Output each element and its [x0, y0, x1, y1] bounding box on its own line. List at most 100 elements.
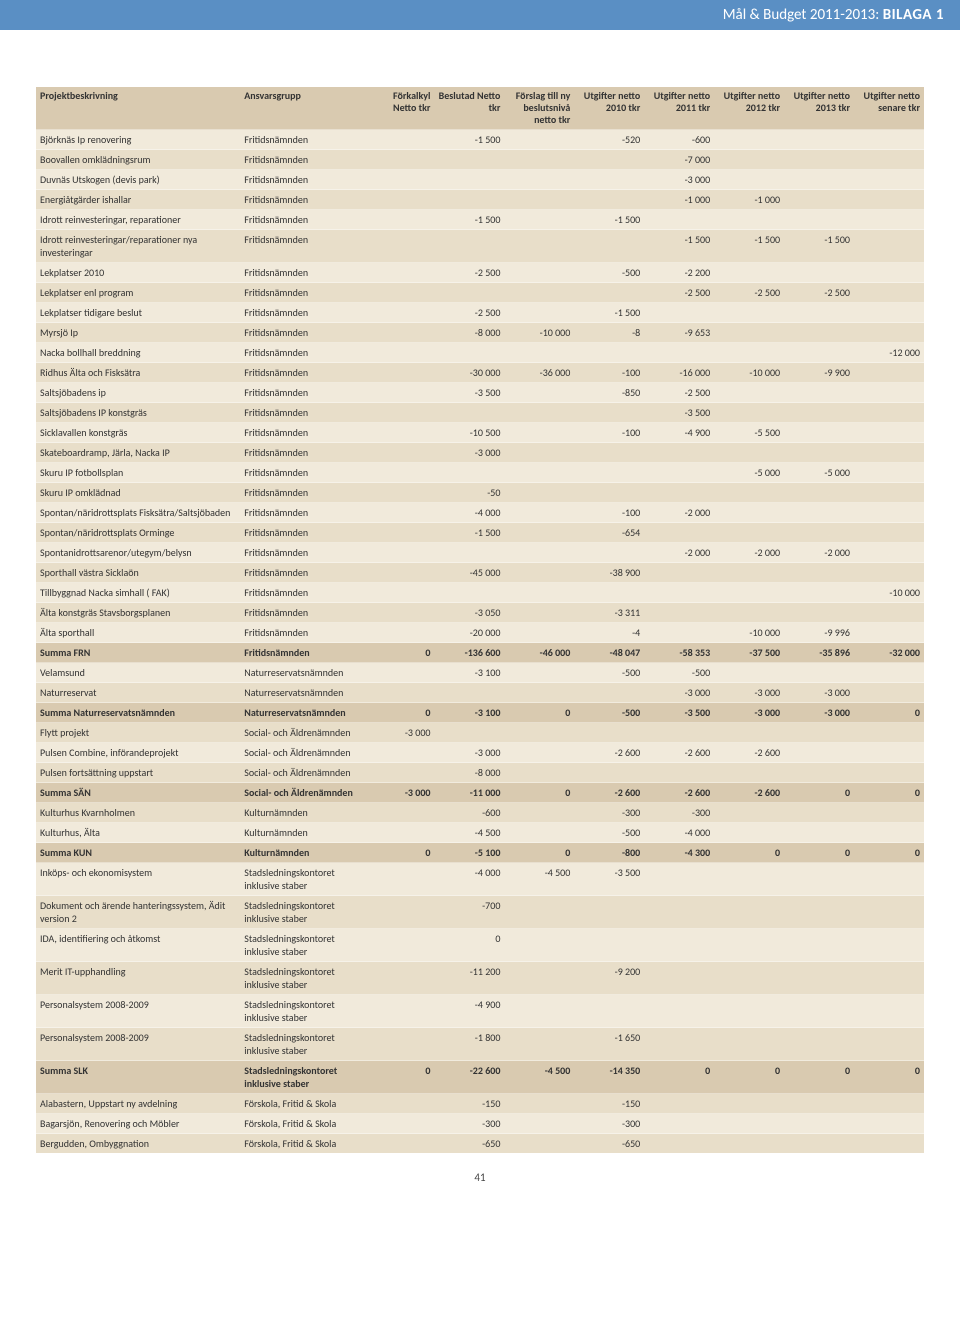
value-cell [714, 170, 784, 190]
value-cell [714, 383, 784, 403]
value-cell [504, 583, 574, 603]
col-header: Beslutad Netto tkr [434, 87, 504, 130]
value-cell [854, 443, 924, 463]
value-cell [365, 323, 435, 343]
value-cell [784, 263, 854, 283]
group-name: Fritidsnämnden [240, 483, 364, 503]
project-name: Björknäs Ip renovering [36, 130, 240, 150]
value-cell: 0 [434, 929, 504, 962]
value-cell [644, 863, 714, 896]
project-name: Skateboardramp, Järla, Nacka IP [36, 443, 240, 463]
value-cell [504, 303, 574, 323]
value-cell: -5 500 [714, 423, 784, 443]
value-cell: -600 [644, 130, 714, 150]
value-cell [854, 1094, 924, 1114]
group-name: Förskola, Fritid & Skola [240, 1114, 364, 1134]
value-cell [574, 583, 644, 603]
value-cell [365, 1094, 435, 1114]
value-cell: -150 [574, 1094, 644, 1114]
project-name: Flytt projekt [36, 723, 240, 743]
table-row: Tillbyggnad Nacka simhall ( FAK)Fritidsn… [36, 583, 924, 603]
project-name: Dokument och ärende hanteringssystem, Äd… [36, 896, 240, 929]
value-cell [504, 623, 574, 643]
value-cell: -5 000 [714, 463, 784, 483]
table-row: Lekplatser 2010Fritidsnämnden-2 500-500-… [36, 263, 924, 283]
table-row: Idrott reinvesteringar, reparationerFrit… [36, 210, 924, 230]
table-row: Merit IT-upphandlingStadsledningskontore… [36, 962, 924, 995]
value-cell [504, 130, 574, 150]
value-cell [714, 343, 784, 363]
table-row: Skuru IP omklädnadFritidsnämnden-50 [36, 483, 924, 503]
value-cell [854, 423, 924, 443]
table-row: Spontan/näridrottsplats OrmingeFritidsnä… [36, 523, 924, 543]
value-cell [784, 150, 854, 170]
project-name: Ridhus Älta och Fisksätra [36, 363, 240, 383]
value-cell [434, 190, 504, 210]
value-cell: 0 [365, 643, 435, 663]
project-name: Idrott reinvesteringar, reparationer [36, 210, 240, 230]
value-cell [854, 896, 924, 929]
project-name: Pulsen Combine, införandeprojekt [36, 743, 240, 763]
group-name: Social- och Äldrenämnden [240, 743, 364, 763]
value-cell: -300 [434, 1114, 504, 1134]
value-cell: -500 [574, 703, 644, 723]
project-name: Nacka bollhall breddning [36, 343, 240, 363]
value-cell [854, 150, 924, 170]
value-cell: -3 000 [644, 683, 714, 703]
value-cell [504, 283, 574, 303]
value-cell: -300 [574, 803, 644, 823]
value-cell [504, 663, 574, 683]
group-name: Fritidsnämnden [240, 130, 364, 150]
value-cell [644, 929, 714, 962]
value-cell [365, 1028, 435, 1061]
value-cell [574, 190, 644, 210]
value-cell: -4 300 [644, 843, 714, 863]
value-cell [784, 1114, 854, 1134]
value-cell [854, 483, 924, 503]
value-cell [854, 563, 924, 583]
value-cell: -3 000 [714, 683, 784, 703]
value-cell: -4 500 [504, 863, 574, 896]
value-cell: -4 000 [434, 503, 504, 523]
value-cell: -600 [434, 803, 504, 823]
group-name: Fritidsnämnden [240, 343, 364, 363]
value-cell: 0 [504, 703, 574, 723]
project-name: Spontan/näridrottsplats Orminge [36, 523, 240, 543]
value-cell [574, 723, 644, 743]
group-name: Naturreservatsnämnden [240, 703, 364, 723]
value-cell [714, 663, 784, 683]
value-cell [714, 263, 784, 283]
value-cell: -1 500 [574, 303, 644, 323]
group-name: Fritidsnämnden [240, 230, 364, 263]
value-cell [574, 995, 644, 1028]
value-cell: -850 [574, 383, 644, 403]
group-name: Kulturnämnden [240, 823, 364, 843]
value-cell [784, 663, 854, 683]
value-cell [854, 283, 924, 303]
value-cell: -2 000 [644, 503, 714, 523]
table-row: Summa SLKStadsledningskontoret inklusive… [36, 1061, 924, 1094]
value-cell [574, 483, 644, 503]
col-header: Förslag till ny beslutsnivå netto tkr [504, 87, 574, 130]
header-prefix: Mål & Budget 2011-2013: [723, 6, 880, 24]
value-cell: -1 500 [714, 230, 784, 263]
col-header: Utgifter netto senare tkr [854, 87, 924, 130]
value-cell: -2 000 [784, 543, 854, 563]
table-row: Ridhus Älta och FisksätraFritidsnämnden-… [36, 363, 924, 383]
value-cell [504, 603, 574, 623]
value-cell: -2 500 [784, 283, 854, 303]
value-cell: -1 500 [784, 230, 854, 263]
value-cell [365, 283, 435, 303]
value-cell: -3 000 [434, 443, 504, 463]
value-cell [784, 603, 854, 623]
value-cell [784, 1094, 854, 1114]
value-cell [784, 403, 854, 423]
group-name: Naturreservatsnämnden [240, 663, 364, 683]
value-cell: -500 [574, 263, 644, 283]
value-cell [434, 230, 504, 263]
value-cell [504, 962, 574, 995]
value-cell [784, 343, 854, 363]
value-cell: -36 000 [504, 363, 574, 383]
value-cell [854, 663, 924, 683]
value-cell: -10 000 [854, 583, 924, 603]
